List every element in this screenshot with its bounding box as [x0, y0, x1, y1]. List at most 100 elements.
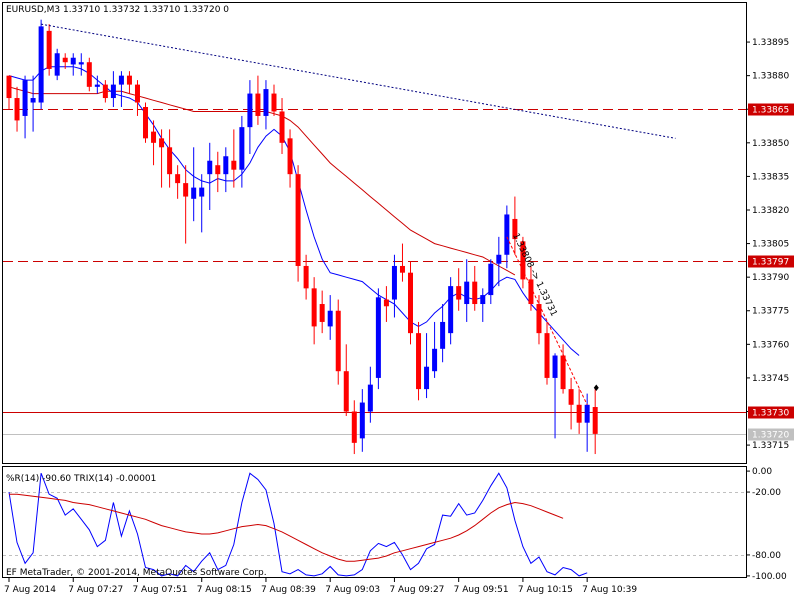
- candle-body: [536, 304, 542, 334]
- candle-body: [207, 160, 213, 175]
- sub-plot-frame: [2, 466, 747, 578]
- price-level-label: 1.33797: [752, 258, 789, 268]
- candle-body: [199, 187, 205, 197]
- time-tick-label: 7 Aug 09:51: [454, 585, 509, 595]
- trix-line: [9, 493, 564, 562]
- candle-body: [271, 93, 277, 112]
- candle-body: [560, 355, 566, 390]
- time-axis[interactable]: 7 Aug 2014 7 Aug 07:27 7 Aug 07:51 7 Aug 08…: [4, 578, 637, 595]
- candle-body: [134, 84, 140, 103]
- candle-body: [592, 407, 598, 434]
- candle-body: [102, 84, 108, 99]
- candle-body: [86, 62, 92, 87]
- candle-body: [239, 127, 245, 170]
- symbol-header: EURUSD,M3 1.33710 1.33732 1.33710 1.3372…: [6, 5, 229, 15]
- candle-body: [367, 384, 373, 412]
- time-tick-label: 7 Aug 10:39: [582, 585, 637, 595]
- candle-body: [126, 75, 132, 85]
- indicator-header: %R(14) -90.60 TRIX(14) -0.00001: [6, 474, 156, 484]
- candle-body: [191, 187, 197, 199]
- price-tick-label: 1.33745: [752, 374, 789, 384]
- indicator-tick-label: 0.00: [752, 467, 772, 477]
- candle-body: [78, 62, 84, 65]
- price-axis[interactable]: 1.33895 1.33880 1.33865 1.33850 1.33835 1.338…: [746, 38, 794, 451]
- candle-body: [424, 366, 430, 390]
- candle-body: [215, 165, 221, 175]
- indicator-tick-label: -80.00: [752, 551, 781, 561]
- copyright-text: EF MetaTrader, © 2001-2014, MetaQuotes S…: [6, 568, 267, 578]
- candle-body: [528, 279, 534, 305]
- horizontal-lines-layer[interactable]: [3, 109, 746, 435]
- price-tick-label: 1.33835: [752, 172, 789, 182]
- projection-line[interactable]: [506, 236, 588, 406]
- price-level-box: [748, 103, 794, 116]
- candle-body: [343, 371, 349, 412]
- price-tick-label: 1.33820: [752, 206, 789, 216]
- candle-body: [568, 389, 574, 405]
- candle-body: [159, 138, 165, 148]
- candle-body: [584, 404, 590, 423]
- candle-body: [295, 174, 301, 266]
- time-tick-label: 7 Aug 08:39: [261, 585, 316, 595]
- price-level-box: [748, 406, 794, 419]
- candle-body: [167, 147, 173, 175]
- price-tick-label: 1.33715: [752, 441, 789, 451]
- time-tick-label: 7 Aug 08:15: [197, 585, 252, 595]
- candle-body: [311, 288, 317, 327]
- price-tick-label: 1.33805: [752, 240, 789, 250]
- candle-body: [175, 174, 181, 184]
- candle-body: [488, 263, 494, 296]
- candle-body: [512, 218, 518, 240]
- candle-body: [327, 310, 333, 327]
- candle-body: [94, 84, 100, 87]
- candle-body: [30, 98, 36, 103]
- candles-layer: [6, 19, 598, 455]
- candle-body: [359, 402, 365, 439]
- candle-body: [544, 333, 550, 378]
- candle-body: [552, 355, 558, 378]
- price-tick-label: 1.33880: [752, 72, 789, 82]
- candle-body: [6, 75, 12, 99]
- candle-body: [231, 160, 237, 170]
- candle-body: [287, 138, 293, 175]
- indicator-tick-label: -100.00: [752, 572, 787, 582]
- time-tick-label: 7 Aug 07:51: [132, 585, 187, 595]
- candle-body: [383, 299, 389, 307]
- candle-body: [62, 57, 68, 63]
- williams-r-line: [8, 472, 588, 577]
- candle-body: [456, 286, 462, 300]
- candle-body: [255, 93, 261, 116]
- candle-body: [351, 411, 357, 443]
- candle-body: [151, 131, 157, 143]
- candle-body: [391, 265, 397, 300]
- time-tick-label: 7 Aug 07:27: [68, 585, 123, 595]
- current-price-label: 1.33720: [752, 431, 789, 441]
- trend-line[interactable]: [41, 23, 676, 139]
- indicator-subwindow: 0.00 -20.00 -80.00 -100.00: [3, 467, 787, 582]
- candle-body: [54, 53, 60, 76]
- main-plot-frame: [2, 2, 747, 464]
- candle-body: [496, 254, 502, 264]
- price-tick-label: 1.33775: [752, 307, 789, 317]
- price-tick-label: 1.33790: [752, 273, 789, 283]
- price-level-label: 1.33730: [752, 409, 789, 419]
- price-tick-label: 1.33895: [752, 38, 789, 48]
- candle-body: [472, 281, 478, 305]
- candle-body: [432, 348, 438, 372]
- candle-body: [440, 321, 446, 349]
- indicator-tick-label: -20.00: [752, 488, 781, 498]
- candle-body: [335, 310, 341, 372]
- candle-body: [70, 57, 76, 65]
- time-tick-label: 7 Aug 10:15: [518, 585, 573, 595]
- candle-body: [46, 30, 52, 69]
- candle-body: [408, 272, 413, 334]
- moving-average-slow-line: [8, 86, 516, 276]
- candle-body: [576, 404, 582, 423]
- price-marker-icon: ♦: [592, 384, 600, 394]
- candle-body: [464, 281, 470, 305]
- candle-body: [399, 265, 405, 273]
- candle-body: [303, 265, 309, 289]
- candle-body: [319, 304, 325, 322]
